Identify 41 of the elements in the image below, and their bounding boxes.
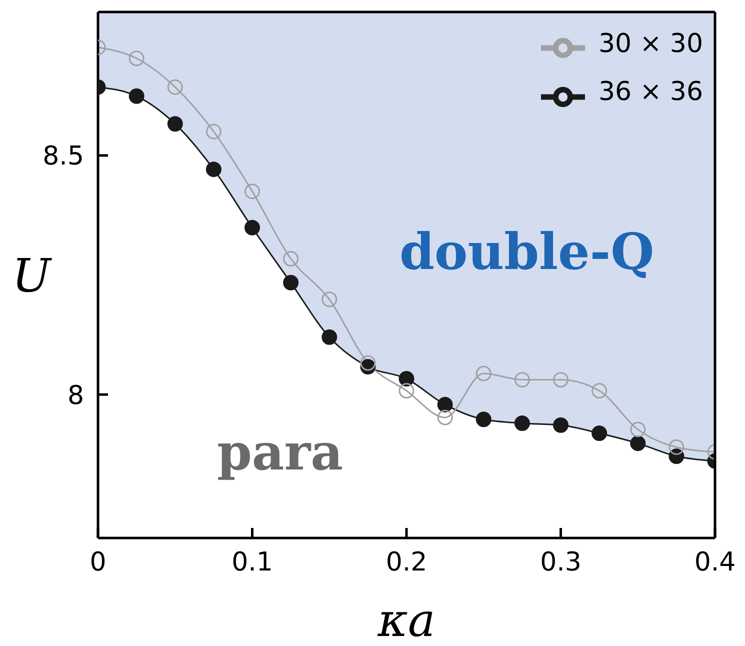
point xyxy=(437,396,453,412)
point xyxy=(322,329,338,345)
point xyxy=(476,412,492,428)
point xyxy=(322,292,338,308)
x-axis-title: κa xyxy=(376,593,436,646)
legend-label: 36 × 36 xyxy=(598,77,703,108)
point xyxy=(283,274,299,290)
x-tick-label: 0.3 xyxy=(540,547,582,578)
point xyxy=(668,439,684,455)
point xyxy=(360,355,376,371)
point xyxy=(630,436,646,452)
point xyxy=(206,124,222,140)
point xyxy=(476,366,492,382)
point xyxy=(553,417,568,433)
point xyxy=(244,184,260,200)
point xyxy=(167,79,183,95)
x-tick-label: 0.2 xyxy=(386,547,428,578)
point xyxy=(514,415,530,431)
x-tick-label: 0 xyxy=(90,547,106,578)
point xyxy=(630,422,646,438)
x-tick-label: 0.4 xyxy=(694,547,736,578)
x-tick-label: 0.1 xyxy=(232,547,273,578)
y-axis-title: U xyxy=(12,248,53,302)
y-tick-label: 8.5 xyxy=(42,142,84,172)
point xyxy=(592,382,608,398)
point xyxy=(128,88,144,104)
point xyxy=(398,382,414,398)
point xyxy=(244,220,260,236)
point xyxy=(398,371,414,387)
point xyxy=(553,372,568,388)
annotation: double-Q xyxy=(399,222,654,281)
point xyxy=(283,250,299,266)
point xyxy=(514,372,530,388)
legend-label: 30 × 30 xyxy=(598,29,703,59)
y-tick-label: 8 xyxy=(67,380,84,411)
point xyxy=(167,116,183,132)
point xyxy=(437,410,453,426)
point xyxy=(128,50,144,66)
point xyxy=(592,426,608,442)
point xyxy=(206,162,222,178)
annotation: para xyxy=(216,422,344,482)
